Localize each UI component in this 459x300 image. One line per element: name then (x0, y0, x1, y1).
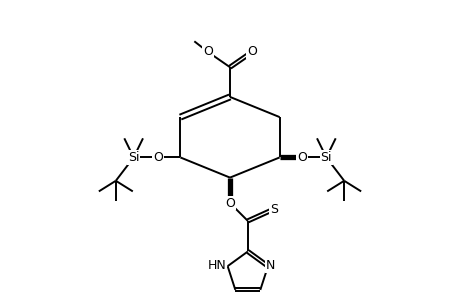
Text: O: O (246, 45, 257, 58)
Text: O: O (224, 196, 235, 210)
Text: HN: HN (207, 259, 226, 272)
Text: O: O (296, 151, 306, 164)
Text: Si: Si (128, 151, 139, 164)
Text: N: N (265, 259, 274, 272)
Text: O: O (202, 45, 213, 58)
Text: O: O (153, 151, 163, 164)
Text: S: S (269, 202, 278, 215)
Text: Si: Si (320, 151, 331, 164)
